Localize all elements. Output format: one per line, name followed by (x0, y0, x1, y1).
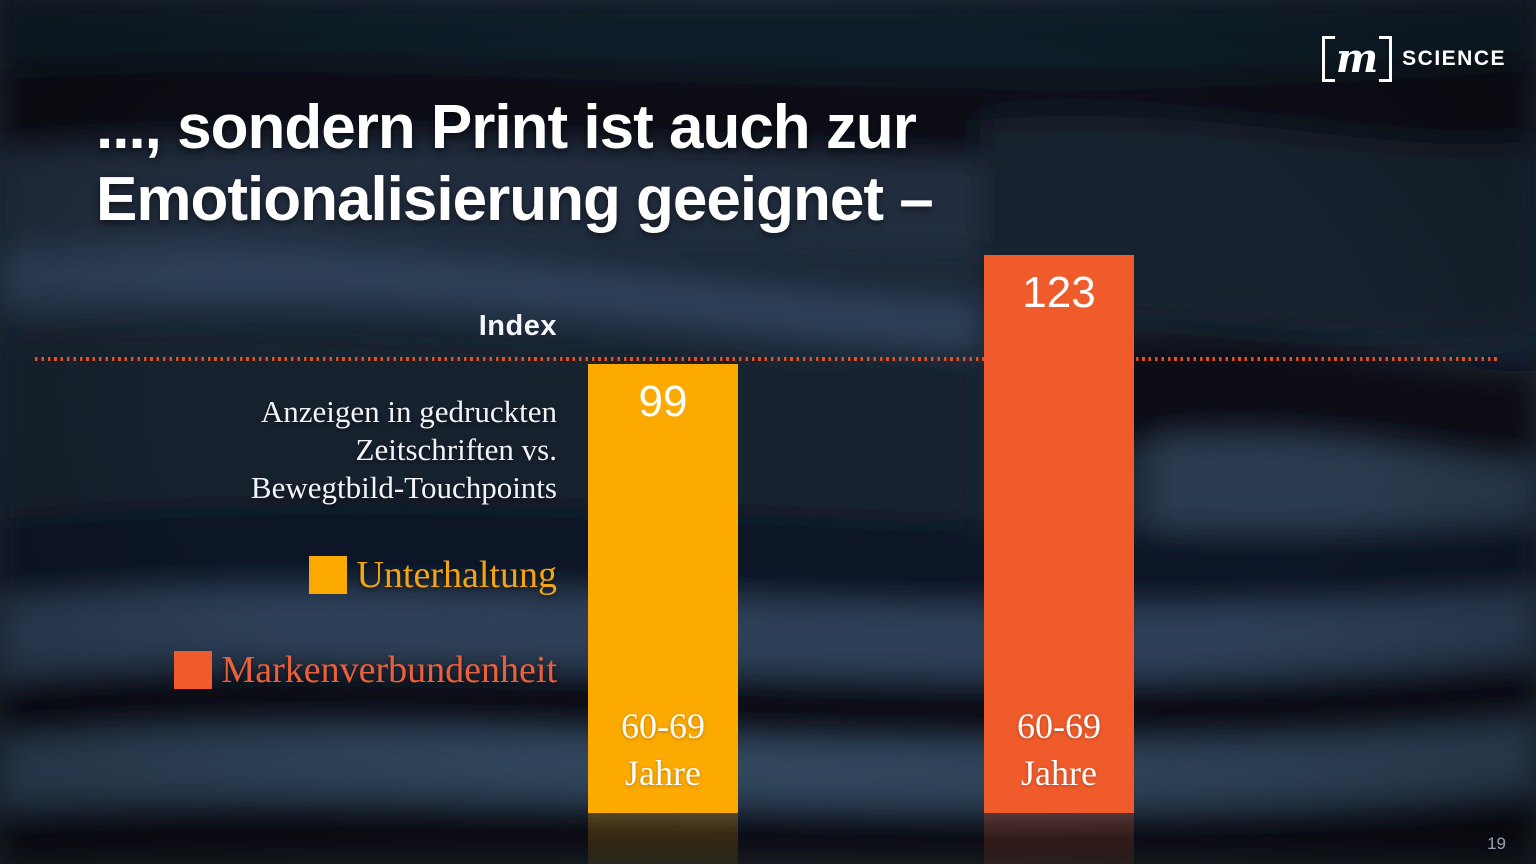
bar-value: 123 (1022, 268, 1096, 317)
legend-swatch-unterhaltung (309, 556, 348, 594)
chart-description-line: Anzeigen in gedruckten (260, 394, 557, 429)
legend-item-unterhaltung: Unterhaltung (0, 553, 557, 597)
legend-swatch-markenverbundenheit (174, 651, 213, 689)
page-title: ..., sondern Print ist auch zur Emotiona… (96, 92, 934, 236)
bar-category-label: 60-69 Jahre (1017, 706, 1101, 793)
index-baseline-dotted-line (35, 357, 1497, 361)
logo-wordmark: SCIENCE (1402, 47, 1506, 70)
legend-label: Unterhaltung (356, 554, 557, 596)
page-number: 19 (1487, 834, 1506, 853)
logo-bracket-right-icon (1379, 36, 1393, 82)
bar-category-label: 60-69 Jahre (621, 706, 705, 793)
chart-description-line: Bewegtbild-Touchpoints (250, 470, 557, 505)
title-line-1: ..., sondern Print ist auch zur (96, 93, 917, 162)
bar-markenverbundenheit: 123 60-69 Jahre (984, 255, 1134, 864)
bar-value: 99 (638, 377, 688, 426)
chart-description: Anzeigen in gedruckten Zeitschriften vs.… (0, 393, 557, 507)
title-line-2: Emotionalisierung geeignet – (96, 165, 934, 234)
legend-label: Markenverbundenheit (221, 649, 557, 691)
axis-label: Index (478, 310, 557, 342)
chart-description-line: Zeitschriften vs. (355, 432, 557, 467)
legend-item-markenverbundenheit: Markenverbundenheit (0, 648, 557, 692)
logo-bracket-left-icon (1321, 36, 1335, 82)
bar-unterhaltung: 99 60-69 Jahre (588, 364, 738, 864)
logo-m-glyph: m (1335, 35, 1379, 82)
company-logo: m SCIENCE (1321, 35, 1506, 82)
